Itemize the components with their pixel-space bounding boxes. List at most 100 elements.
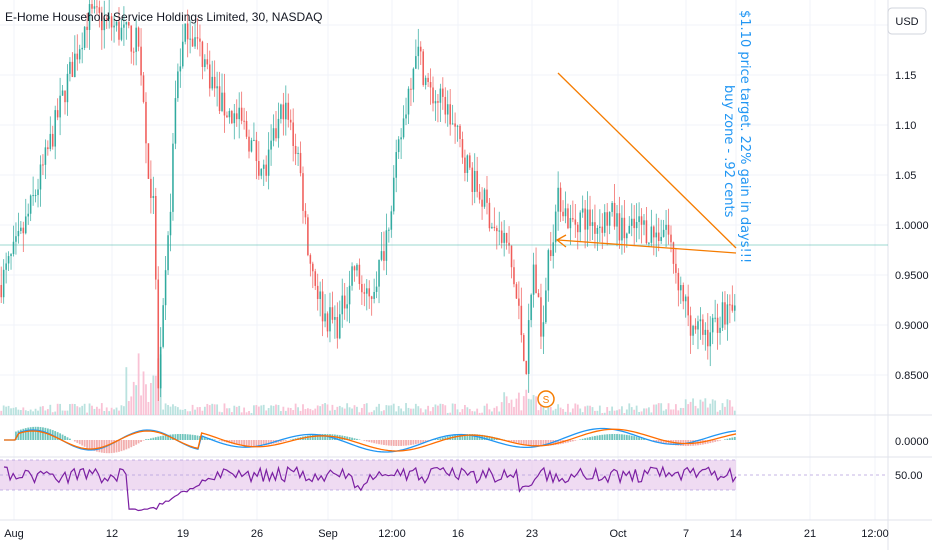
macd-histogram-bar xyxy=(611,434,614,440)
candle-body xyxy=(424,77,427,85)
candle-body xyxy=(540,297,542,337)
candle-body xyxy=(699,319,702,322)
macd-histogram-bar xyxy=(176,434,179,440)
volume-bar xyxy=(400,408,403,415)
candle-body xyxy=(88,4,91,30)
volume-bar xyxy=(181,409,184,415)
volume-bar xyxy=(613,410,616,415)
macd-histogram-bar xyxy=(444,437,447,440)
candle-body xyxy=(145,101,147,144)
candle-body xyxy=(520,305,523,336)
candle-body xyxy=(289,119,292,123)
macd-histogram-bar xyxy=(189,434,192,440)
volume-bar xyxy=(520,410,523,415)
currency-button[interactable]: USD xyxy=(887,7,927,35)
candle-body xyxy=(147,143,150,179)
volume-bar xyxy=(108,411,111,415)
macd-histogram-bar xyxy=(706,440,709,444)
volume-bar xyxy=(407,407,410,415)
macd-histogram-bar xyxy=(108,440,111,454)
volume-bar xyxy=(596,410,599,415)
volume-bar xyxy=(179,409,182,415)
volume-bar xyxy=(562,409,564,415)
volume-bar xyxy=(287,407,290,415)
candle-body xyxy=(235,113,238,120)
time-axis[interactable]: Aug 12 19 26 Sep 12:00 16 23 Oct 7 14 21 12:00 xyxy=(4,528,889,540)
volume-bar xyxy=(544,410,547,415)
macd-histogram-bar xyxy=(385,440,388,446)
candle-body xyxy=(282,104,285,120)
macd-histogram-bar xyxy=(213,439,216,440)
volume-bar xyxy=(594,410,596,415)
candle-body xyxy=(724,302,726,325)
time-tick-label: Oct xyxy=(609,528,626,540)
price-tick-label: 0.8500 xyxy=(895,370,929,382)
volume-bar xyxy=(466,407,469,415)
signal-badge[interactable]: S xyxy=(537,390,555,408)
macd-histogram-bar xyxy=(459,434,461,440)
volume-bar xyxy=(32,411,35,415)
volume-bar xyxy=(333,409,336,415)
candle-body xyxy=(51,133,54,147)
candle-body xyxy=(152,196,155,198)
candle-body xyxy=(711,317,714,333)
volume-bar xyxy=(527,398,530,415)
macd-histogram-bar xyxy=(527,440,530,446)
candle-body xyxy=(91,4,93,9)
volume-bar xyxy=(650,412,653,415)
volume-bar xyxy=(380,411,383,415)
macd-histogram-bar xyxy=(405,440,407,446)
macd-histogram-bar xyxy=(574,440,577,441)
volume-bar xyxy=(230,412,233,415)
trend-drawings[interactable] xyxy=(555,72,737,254)
candle-body xyxy=(154,196,157,280)
candle-body xyxy=(69,61,71,74)
macd-histogram-bar xyxy=(93,440,96,451)
volume-bar xyxy=(186,411,189,415)
candle-body xyxy=(542,322,545,337)
volume-bar xyxy=(451,403,454,415)
volume-bar xyxy=(233,405,236,415)
candle-body xyxy=(645,220,648,244)
macd-histogram-bar xyxy=(547,440,550,446)
macd-histogram-bar xyxy=(586,437,589,440)
candle-body xyxy=(451,123,454,125)
candle-body xyxy=(706,329,709,347)
candle-body xyxy=(319,291,321,300)
volume-bar xyxy=(78,407,81,415)
macd-histogram-bar xyxy=(571,440,574,442)
candle-body xyxy=(402,118,405,138)
volume-bar xyxy=(557,404,560,415)
macd-histogram-bar xyxy=(118,440,120,452)
volume-bar xyxy=(731,406,734,415)
candle-body xyxy=(395,152,398,178)
volume-bar xyxy=(302,404,304,415)
candle-body xyxy=(64,90,66,103)
candle-body xyxy=(410,88,412,90)
volume-bar xyxy=(343,408,346,415)
candle-body xyxy=(123,24,125,28)
candle-body xyxy=(159,346,162,389)
volume-bar xyxy=(517,392,520,415)
macd-histogram-bar xyxy=(554,440,557,445)
price-tick-label: 1.0000 xyxy=(895,220,929,232)
candle-body xyxy=(184,23,187,42)
volume-bar xyxy=(176,407,179,415)
price-tick-label: 0.9500 xyxy=(895,270,929,282)
macd-histogram-bar xyxy=(250,440,253,446)
candle-body xyxy=(258,161,260,176)
volume-bar xyxy=(446,412,449,415)
candle-body xyxy=(297,152,299,155)
candle-body xyxy=(113,25,115,28)
candle-body xyxy=(12,241,15,255)
macd-histogram-bar xyxy=(373,440,376,444)
candle-body xyxy=(461,139,464,158)
macd-histogram-bar xyxy=(628,435,631,440)
candle-body xyxy=(275,128,277,139)
candle-body xyxy=(336,317,339,339)
macd-histogram-bar xyxy=(44,427,47,440)
macd-histogram-bar xyxy=(230,440,233,444)
macd-histogram-bar xyxy=(486,435,488,440)
